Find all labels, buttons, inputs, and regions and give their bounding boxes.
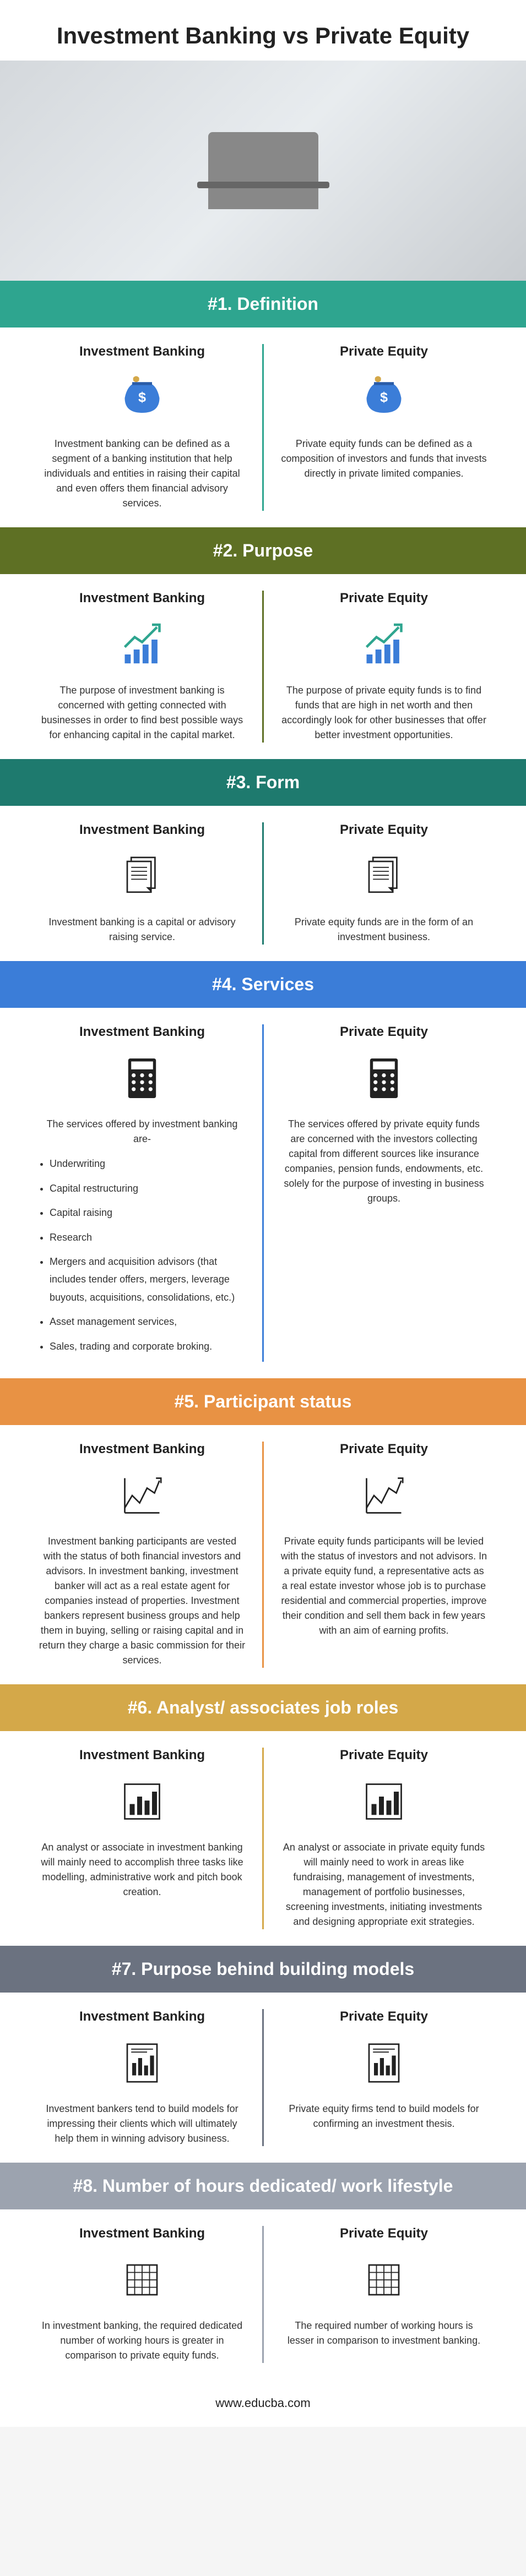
comparison-purpose: Investment Banking The purpose of invest… — [0, 574, 526, 759]
section-header-form: #3. Form — [0, 759, 526, 806]
right-column: Private Equity An analyst or associate i… — [264, 1748, 504, 1929]
left-column: Investment Banking The purpose of invest… — [22, 591, 262, 743]
left-description: Investment banking can be defined as a s… — [39, 436, 246, 511]
comparison-hours: Investment Banking In investment banking… — [0, 2209, 526, 2379]
left-column: Investment Banking Investment bankers te… — [22, 2009, 262, 2146]
left-column: Investment Banking The services offered … — [22, 1024, 262, 1362]
moneybag-icon: $ — [280, 370, 487, 425]
section-header-models: #7. Purpose behind building models — [0, 1946, 526, 1993]
left-title: Investment Banking — [39, 822, 246, 838]
left-title: Investment Banking — [39, 1442, 246, 1457]
right-column: Private Equity $ Private equity funds ca… — [264, 344, 504, 511]
right-description: Private equity funds can be defined as a… — [280, 436, 487, 481]
comparison-form: Investment Banking Investment banking is… — [0, 806, 526, 961]
barpaper-icon — [39, 2035, 246, 2091]
list-item: Mergers and acquisition advisors (that i… — [50, 1253, 246, 1306]
right-column: Private Equity Private equity firms tend… — [264, 2009, 504, 2146]
grid-icon — [39, 2252, 246, 2307]
right-description: The services offered by private equity f… — [280, 1117, 487, 1206]
comparison-services: Investment Banking The services offered … — [0, 1008, 526, 1378]
barchart-icon — [280, 1774, 487, 1829]
left-description: Investment bankers tend to build models … — [39, 2102, 246, 2146]
right-description: The required number of working hours is … — [280, 2318, 487, 2348]
right-title: Private Equity — [280, 822, 487, 838]
left-intro: The services offered by investment banki… — [39, 1117, 246, 1147]
list-item: Capital restructuring — [50, 1180, 246, 1197]
list-item: Underwriting — [50, 1155, 246, 1172]
list-item: Sales, trading and corporate broking. — [50, 1338, 246, 1355]
section-header-definition: #1. Definition — [0, 281, 526, 328]
right-title: Private Equity — [280, 2009, 487, 2024]
left-description: Investment banking participants are vest… — [39, 1534, 246, 1668]
list-item: Asset management services, — [50, 1313, 246, 1330]
header: Investment Banking vs Private Equity — [0, 0, 526, 61]
left-title: Investment Banking — [39, 344, 246, 359]
right-column: Private Equity The required number of wo… — [264, 2226, 504, 2363]
right-title: Private Equity — [280, 1748, 487, 1763]
right-title: Private Equity — [280, 2226, 487, 2241]
left-title: Investment Banking — [39, 1024, 246, 1040]
list-item: Capital raising — [50, 1204, 246, 1221]
left-column: Investment Banking $ Investment banking … — [22, 344, 262, 511]
linechart-icon — [39, 1468, 246, 1523]
left-description: In investment banking, the required dedi… — [39, 2318, 246, 2363]
right-column: Private Equity The purpose of private eq… — [264, 591, 504, 743]
svg-text:$: $ — [380, 390, 388, 406]
main-title: Investment Banking vs Private Equity — [11, 22, 515, 50]
comparison-models: Investment Banking Investment bankers te… — [0, 1993, 526, 2163]
hero-image — [0, 61, 526, 281]
right-column: Private Equity Private equity funds are … — [264, 822, 504, 945]
right-description: Private equity funds are in the form of … — [280, 915, 487, 945]
left-description: Investment banking is a capital or advis… — [39, 915, 246, 945]
list-item: Research — [50, 1229, 246, 1246]
grid-icon — [280, 2252, 487, 2307]
section-header-hours: #8. Number of hours dedicated/ work life… — [0, 2163, 526, 2209]
section-header-analyst: #6. Analyst/ associates job roles — [0, 1684, 526, 1731]
left-column: Investment Banking Investment banking is… — [22, 822, 262, 945]
section-header-purpose: #2. Purpose — [0, 527, 526, 574]
comparison-participant: Investment Banking Investment banking pa… — [0, 1425, 526, 1684]
left-title: Investment Banking — [39, 2009, 246, 2024]
left-column: Investment Banking In investment banking… — [22, 2226, 262, 2363]
left-column: Investment Banking An analyst or associa… — [22, 1748, 262, 1929]
right-title: Private Equity — [280, 344, 487, 359]
right-description: Private equity funds participants will b… — [280, 1534, 487, 1638]
left-list: Underwriting Capital restructuring Capital… — [50, 1155, 246, 1355]
moneybag-icon: $ — [39, 370, 246, 425]
section-header-participant: #5. Participant status — [0, 1378, 526, 1425]
section-header-services: #4. Services — [0, 961, 526, 1008]
arrowchart-icon — [280, 617, 487, 672]
left-title: Investment Banking — [39, 2226, 246, 2241]
right-column: Private Equity The services offered by p… — [264, 1024, 504, 1362]
right-description: An analyst or associate in private equit… — [280, 1840, 487, 1929]
svg-text:$: $ — [138, 390, 146, 406]
right-description: The purpose of private equity funds is t… — [280, 683, 487, 743]
right-description: Private equity firms tend to build model… — [280, 2102, 487, 2131]
right-title: Private Equity — [280, 1024, 487, 1040]
left-description: An analyst or associate in investment ba… — [39, 1840, 246, 1900]
barchart-icon — [39, 1774, 246, 1829]
documents-icon — [280, 849, 487, 904]
left-title: Investment Banking — [39, 591, 246, 606]
linechart-icon — [280, 1468, 487, 1523]
left-description: The purpose of investment banking is con… — [39, 683, 246, 743]
calculator-icon — [39, 1051, 246, 1106]
right-title: Private Equity — [280, 591, 487, 606]
comparison-analyst: Investment Banking An analyst or associa… — [0, 1731, 526, 1946]
arrowchart-icon — [39, 617, 246, 672]
calculator-icon — [280, 1051, 487, 1106]
infographic-container: Investment Banking vs Private Equity #1.… — [0, 0, 526, 2427]
right-title: Private Equity — [280, 1442, 487, 1457]
right-column: Private Equity Private equity funds part… — [264, 1442, 504, 1668]
left-column: Investment Banking Investment banking pa… — [22, 1442, 262, 1668]
barpaper-icon — [280, 2035, 487, 2091]
documents-icon — [39, 849, 246, 904]
comparison-definition: Investment Banking $ Investment banking … — [0, 328, 526, 527]
footer-url: www.educba.com — [0, 2379, 526, 2427]
left-title: Investment Banking — [39, 1748, 246, 1763]
